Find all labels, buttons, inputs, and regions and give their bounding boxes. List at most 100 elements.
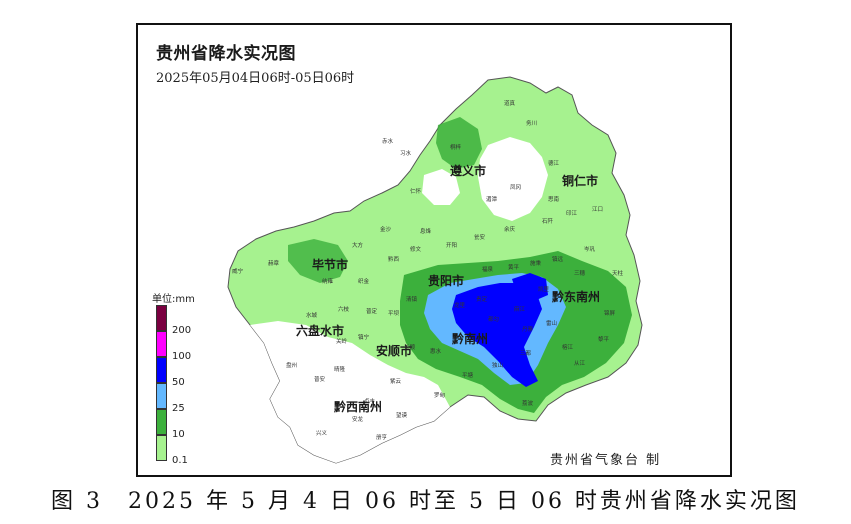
county-label: 锦屏: [604, 309, 616, 317]
no-rain-region-northeast: [478, 137, 548, 221]
county-label: 黎平: [598, 335, 610, 343]
county-label: 思南: [548, 195, 560, 203]
county-label: 贞丰: [364, 397, 376, 405]
county-label: 德江: [548, 159, 560, 167]
county-label: 普安: [314, 375, 326, 383]
figure-caption: 图 3 2025 年 5 月 4 日 06 时至 5 日 06 时贵州省降水实况…: [51, 489, 800, 514]
county-label: 普定: [366, 307, 378, 315]
county-label: 镇远: [552, 255, 564, 263]
legend-color-bar: [156, 305, 167, 461]
county-label: 石阡: [542, 217, 554, 225]
legend-label-100: 100: [172, 351, 192, 362]
county-label: 平坝: [388, 309, 400, 317]
county-label: 丹寨: [522, 325, 534, 333]
county-label: 惠水: [430, 347, 442, 355]
county-label: 兴义: [316, 429, 328, 437]
county-label: 凯里: [538, 285, 550, 293]
county-label: 习水: [400, 149, 412, 157]
county-label: 黄平: [508, 263, 520, 271]
county-label: 大方: [352, 241, 364, 249]
county-label: 凤冈: [510, 184, 521, 191]
county-label: 安龙: [352, 415, 364, 423]
county-label: 仁怀: [410, 187, 422, 195]
county-label: 息烽: [420, 227, 432, 235]
county-label: 六枝: [338, 305, 350, 313]
no-rain-region-southwest: [250, 321, 450, 463]
legend-label-200: 200: [172, 325, 192, 336]
legend-swatch-100: [156, 331, 167, 357]
county-label: 江口: [592, 206, 603, 213]
county-label: 罗甸: [434, 391, 446, 399]
county-label: 天柱: [612, 269, 624, 277]
county-label: 三都: [520, 350, 532, 357]
county-label: 都匀: [488, 315, 499, 323]
county-label: 独山: [492, 361, 503, 369]
city-label-anshun: 安顺市: [376, 343, 412, 358]
city-label-guiyang: 贵阳市: [428, 273, 464, 288]
city-label-liupanshui: 六盘水市: [296, 323, 344, 338]
legend-swatch-200: [156, 305, 167, 331]
county-label: 纳雍: [322, 277, 334, 285]
rain-50-100-patch: [512, 273, 548, 301]
county-label: 福泉: [482, 265, 494, 273]
county-label: 雷山: [546, 319, 557, 327]
county-label: 望谟: [396, 411, 408, 419]
county-label: 关岭: [336, 337, 348, 345]
legend-label-25: 25: [172, 403, 185, 414]
precipitation-map: 遵义市 铜仁市 毕节市 贵阳市 黔东南州 六盘水市 安顺市 黔南州 黔西南州 道…: [227, 76, 643, 464]
no-rain-region-north: [422, 169, 460, 205]
county-label: 印江: [566, 210, 578, 217]
city-label-tongren: 铜仁市: [562, 173, 598, 188]
legend-swatch-10: [156, 409, 167, 435]
county-label: 瓮安: [474, 233, 486, 241]
city-label-qianxinan: 黔西南州: [334, 399, 382, 414]
county-label: 榕江: [562, 343, 574, 351]
rain-10-25-north: [436, 117, 482, 169]
city-label-zunyi: 遵义市: [450, 163, 486, 178]
county-label: 平塘: [462, 371, 474, 379]
map-credit: 贵州省气象台 制: [550, 453, 662, 468]
county-label: 威宁: [232, 267, 244, 275]
map-title: 贵州省降水实况图: [156, 44, 296, 64]
city-label-qiannan: 黔南州: [452, 331, 488, 346]
legend-swatch-50: [156, 357, 167, 383]
city-label-bijie: 毕节市: [312, 257, 348, 272]
county-label: 三穗: [574, 269, 586, 277]
county-label: 道真: [504, 99, 516, 107]
county-label: 贵定: [476, 295, 488, 303]
county-label: 余庆: [504, 225, 516, 233]
city-label-qiandongnan: 黔东南州: [552, 289, 600, 304]
county-label: 紫云: [390, 378, 402, 385]
county-label: 黔西: [388, 255, 400, 263]
county-label: 湄潭: [486, 195, 498, 203]
county-label: 水城: [306, 311, 318, 319]
county-label: 镇宁: [358, 333, 370, 341]
county-label: 盘州: [286, 361, 297, 369]
county-label: 荔波: [522, 399, 534, 407]
rain-10-25-west: [288, 239, 348, 283]
county-label: 清镇: [406, 295, 418, 303]
legend-label-0.1: 0.1: [172, 455, 188, 466]
precipitation-map-frame: 遵义市 铜仁市 毕节市 贵阳市 黔东南州 六盘水市 安顺市 黔南州 黔西南州 道…: [136, 23, 732, 477]
county-label: 从江: [574, 360, 586, 367]
county-label: 赤水: [382, 137, 394, 145]
county-label: 桐梓: [450, 143, 462, 151]
legend-label-10: 10: [172, 429, 185, 440]
county-label: 金沙: [380, 225, 392, 233]
county-label: 晴隆: [334, 365, 346, 373]
county-label: 长顺: [404, 343, 416, 351]
county-label: 务川: [526, 119, 537, 127]
legend-swatch-0.1: [156, 435, 167, 461]
county-label: 修文: [410, 245, 422, 253]
legend-label-50: 50: [172, 377, 185, 388]
county-label: 开阳: [446, 241, 457, 249]
county-label: 织金: [358, 277, 370, 285]
county-label: 施秉: [530, 259, 542, 267]
rain-50-100: [452, 283, 542, 387]
county-label: 赫章: [268, 259, 280, 267]
county-label: 册亨: [376, 433, 388, 441]
legend-unit: 单位:mm: [152, 294, 195, 305]
county-label: 岑巩: [584, 245, 596, 253]
county-label: 麻江: [514, 305, 526, 313]
map-subtitle: 2025年05月04日06时-05日06时: [156, 71, 355, 86]
